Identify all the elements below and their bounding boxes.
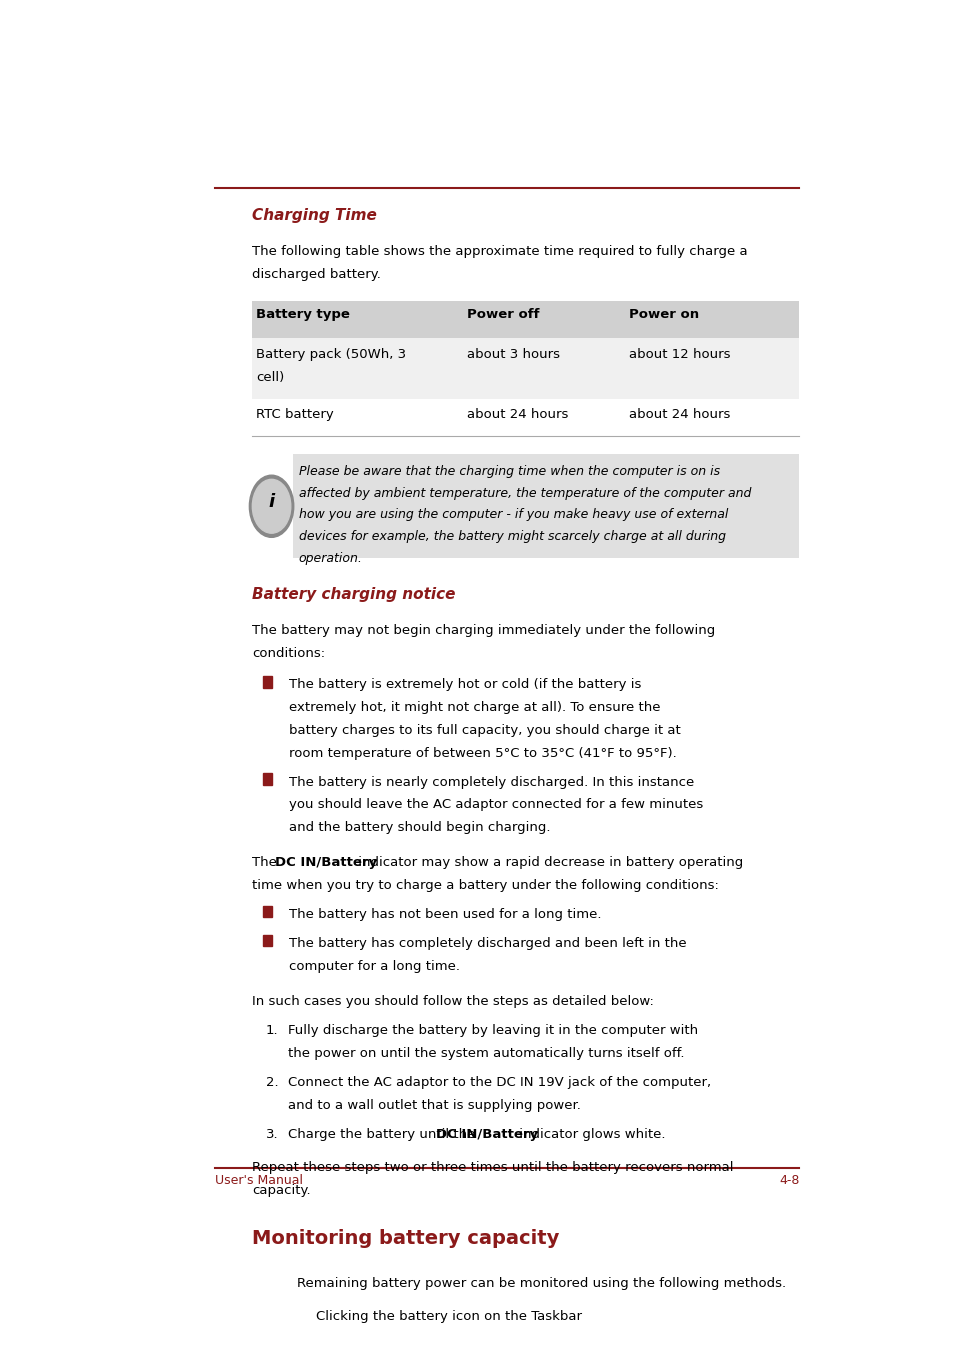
Text: time when you try to charge a battery under the following conditions:: time when you try to charge a battery un…: [252, 880, 719, 892]
Bar: [296, 1307, 305, 1319]
Text: conditions:: conditions:: [252, 647, 325, 660]
Text: Clicking the battery icon on the Taskbar: Clicking the battery icon on the Taskbar: [315, 1310, 581, 1323]
Circle shape: [249, 475, 294, 538]
Text: Connect the AC adaptor to the DC IN 19V jack of the computer,: Connect the AC adaptor to the DC IN 19V …: [288, 1076, 710, 1089]
Text: and the battery should begin charging.: and the battery should begin charging.: [289, 820, 550, 834]
Text: battery charges to its full capacity, you should charge it at: battery charges to its full capacity, yo…: [289, 724, 680, 737]
Text: RTC battery: RTC battery: [255, 408, 334, 421]
Text: Repeat these steps two or three times until the battery recovers normal: Repeat these steps two or three times un…: [252, 1161, 733, 1174]
Text: Fully discharge the battery by leaving it in the computer with: Fully discharge the battery by leaving i…: [288, 1024, 698, 1037]
Text: Monitoring battery capacity: Monitoring battery capacity: [252, 1229, 559, 1248]
Text: Remaining battery power can be monitored using the following methods.: Remaining battery power can be monitored…: [296, 1276, 785, 1290]
Text: Battery type: Battery type: [255, 308, 350, 321]
Text: 4-8: 4-8: [779, 1174, 799, 1188]
Text: about 3 hours: about 3 hours: [466, 348, 559, 360]
FancyBboxPatch shape: [293, 455, 799, 558]
FancyBboxPatch shape: [252, 301, 799, 339]
Bar: [263, 677, 272, 687]
Text: User's Manual: User's Manual: [215, 1174, 303, 1188]
Text: Charge the battery until the: Charge the battery until the: [288, 1127, 479, 1141]
Text: devices for example, the battery might scarcely charge at all during: devices for example, the battery might s…: [298, 530, 725, 543]
Text: about 24 hours: about 24 hours: [629, 408, 730, 421]
Text: affected by ambient temperature, the temperature of the computer and: affected by ambient temperature, the tem…: [298, 487, 751, 499]
Text: discharged battery.: discharged battery.: [252, 268, 381, 281]
Text: i: i: [268, 494, 274, 511]
Text: The battery is extremely hot or cold (if the battery is: The battery is extremely hot or cold (if…: [289, 678, 641, 691]
Text: you should leave the AC adaptor connected for a few minutes: you should leave the AC adaptor connecte…: [289, 799, 702, 811]
Text: how you are using the computer - if you make heavy use of external: how you are using the computer - if you …: [298, 508, 727, 522]
Text: The battery may not begin charging immediately under the following: The battery may not begin charging immed…: [252, 624, 715, 638]
Text: Power on: Power on: [629, 308, 699, 321]
Text: operation.: operation.: [298, 551, 362, 565]
Text: The following table shows the approximate time required to fully charge a: The following table shows the approximat…: [252, 245, 747, 258]
Bar: [263, 773, 272, 785]
Text: 3.: 3.: [265, 1127, 278, 1141]
Text: cell): cell): [255, 371, 284, 383]
Text: The battery has not been used for a long time.: The battery has not been used for a long…: [289, 908, 601, 921]
Text: extremely hot, it might not charge at all). To ensure the: extremely hot, it might not charge at al…: [289, 701, 660, 714]
Bar: [263, 907, 272, 917]
Text: DC IN/Battery: DC IN/Battery: [436, 1127, 537, 1141]
Text: The: The: [252, 857, 281, 869]
FancyBboxPatch shape: [252, 339, 799, 398]
Text: Battery pack (50Wh, 3: Battery pack (50Wh, 3: [255, 348, 406, 360]
Bar: [263, 935, 272, 947]
FancyBboxPatch shape: [252, 398, 799, 436]
Text: DC IN/Battery: DC IN/Battery: [274, 857, 376, 869]
Text: indicator may show a rapid decrease in battery operating: indicator may show a rapid decrease in b…: [354, 857, 742, 869]
Circle shape: [252, 479, 291, 533]
Text: room temperature of between 5°C to 35°C (41°F to 95°F).: room temperature of between 5°C to 35°C …: [289, 746, 677, 760]
Text: capacity.: capacity.: [252, 1184, 311, 1197]
Text: and to a wall outlet that is supplying power.: and to a wall outlet that is supplying p…: [288, 1099, 580, 1112]
Text: In such cases you should follow the steps as detailed below:: In such cases you should follow the step…: [252, 995, 654, 1009]
Text: indicator glows white.: indicator glows white.: [515, 1127, 665, 1141]
Text: The battery has completely discharged and been left in the: The battery has completely discharged an…: [289, 937, 686, 950]
Text: Please be aware that the charging time when the computer is on is: Please be aware that the charging time w…: [298, 465, 720, 477]
Text: Power off: Power off: [466, 308, 538, 321]
Text: 2.: 2.: [265, 1076, 278, 1089]
Text: about 24 hours: about 24 hours: [466, 408, 568, 421]
Text: 1.: 1.: [265, 1024, 278, 1037]
Text: The battery is nearly completely discharged. In this instance: The battery is nearly completely dischar…: [289, 776, 694, 788]
Text: Battery charging notice: Battery charging notice: [252, 586, 456, 603]
Text: the power on until the system automatically turns itself off.: the power on until the system automatica…: [288, 1046, 683, 1060]
Text: computer for a long time.: computer for a long time.: [289, 960, 459, 972]
Text: about 12 hours: about 12 hours: [629, 348, 730, 360]
Text: Charging Time: Charging Time: [252, 208, 376, 223]
